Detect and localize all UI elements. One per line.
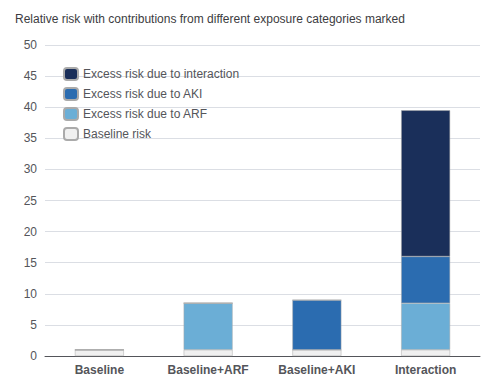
svg-text:Baseline risk: Baseline risk <box>83 127 152 141</box>
svg-text:10: 10 <box>24 287 38 301</box>
svg-text:30: 30 <box>24 162 38 176</box>
svg-text:Relative risk with contributio: Relative risk with contributions from di… <box>15 12 405 26</box>
svg-text:Baseline+ARF: Baseline+ARF <box>168 363 249 377</box>
svg-text:40: 40 <box>24 100 38 114</box>
svg-text:45: 45 <box>24 69 38 83</box>
svg-text:35: 35 <box>24 131 38 145</box>
svg-text:20: 20 <box>24 225 38 239</box>
svg-text:Baseline+AKI: Baseline+AKI <box>278 363 355 377</box>
svg-text:0: 0 <box>30 349 37 363</box>
svg-text:Baseline: Baseline <box>75 363 125 377</box>
svg-text:5: 5 <box>30 318 37 332</box>
svg-text:15: 15 <box>24 256 38 270</box>
svg-text:Excess risk due to ARF: Excess risk due to ARF <box>83 107 207 121</box>
svg-text:Excess risk due to interaction: Excess risk due to interaction <box>83 67 239 81</box>
svg-text:50: 50 <box>24 38 38 52</box>
svg-text:Excess risk due to AKI: Excess risk due to AKI <box>83 87 202 101</box>
svg-text:Interaction: Interaction <box>395 363 456 377</box>
svg-text:25: 25 <box>24 194 38 208</box>
